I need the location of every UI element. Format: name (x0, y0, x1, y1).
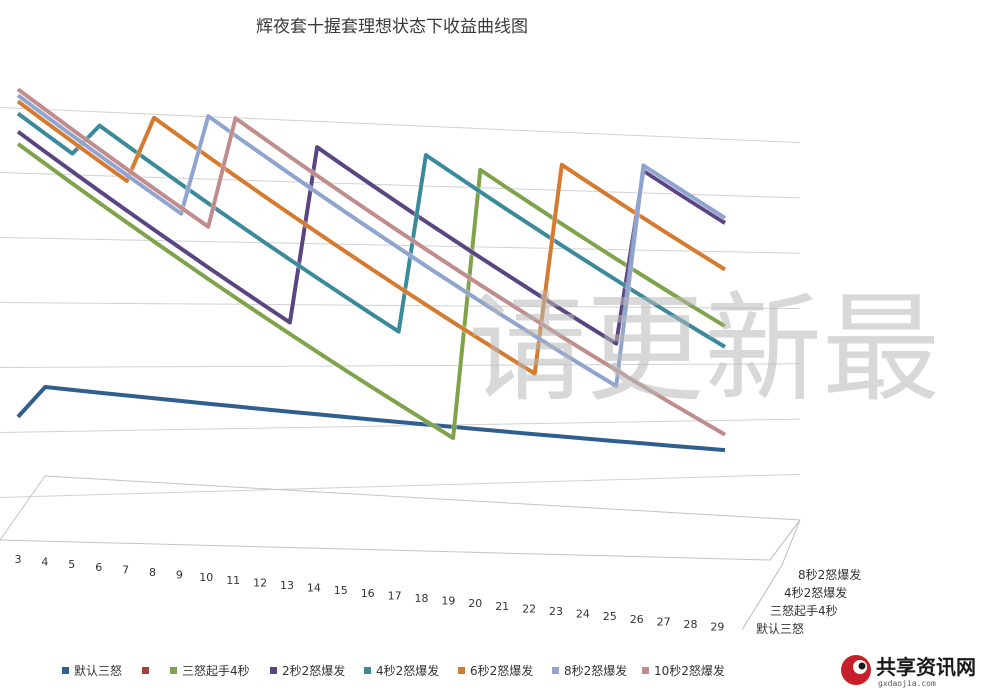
x-tick-label: 17 (388, 589, 402, 602)
gridline (0, 302, 801, 309)
floor-plane (0, 475, 801, 561)
chart-floor (0, 475, 801, 631)
series-line (16, 142, 727, 440)
x-tick-label: 6 (95, 561, 102, 574)
legend-label: 4秒2怒爆发 (376, 663, 439, 678)
site-logo: 共享资讯网 gxdaojia.com (841, 655, 976, 688)
chart-title: 辉夜套十握套理想状态下收益曲线图 (256, 17, 528, 37)
legend-swatch (642, 667, 649, 674)
x-tick-label: 25 (603, 610, 617, 623)
x-tick-label: 19 (441, 595, 455, 608)
legend-label: 10秒2怒爆发 (654, 663, 725, 678)
legend-swatch (458, 667, 465, 674)
logo-icon-dot (858, 662, 866, 670)
x-tick-label: 20 (468, 597, 482, 610)
x-tick-label: 18 (415, 592, 429, 605)
legend-swatch (552, 667, 559, 674)
series-line (16, 87, 727, 437)
x-tick-label: 11 (226, 574, 240, 587)
depth-label: 默认三怒 (756, 621, 804, 636)
x-tick-label: 12 (253, 576, 267, 589)
x-tick-label: 3 (15, 553, 22, 566)
series-line (16, 111, 727, 349)
x-tick-label: 4 (41, 556, 48, 569)
depth-label: 4秒2怒爆发 (784, 585, 847, 600)
legend-label: 默认三怒 (74, 663, 122, 678)
legend-swatch (170, 667, 177, 674)
x-tick-label: 14 (307, 582, 321, 595)
series-line (16, 99, 727, 376)
legend-swatch (364, 667, 371, 674)
legend-label: 6秒2怒爆发 (470, 663, 533, 678)
gridline (0, 473, 801, 498)
gridline (0, 107, 801, 144)
x-tick-labels: 3 4 5 6 7 8 9 10 11 12 13 14 15 16 17 18 19 20 21 22 23 24 25 2… (15, 553, 725, 634)
x-tick-label: 16 (361, 587, 375, 600)
gridline (0, 418, 801, 433)
x-tick-label: 13 (280, 579, 294, 592)
x-tick-label: 23 (549, 605, 563, 618)
logo-sub: gxdaojia.com (878, 679, 936, 688)
x-tick-label: 7 (122, 563, 129, 576)
legend: 默认三怒 三怒起手4秒 2秒2怒爆发 4秒2怒爆发 6秒2怒爆发 8秒2怒爆发 10秒2怒爆… (62, 663, 725, 678)
gridline (0, 363, 801, 368)
x-tick-label: 29 (710, 621, 724, 634)
gridlines (0, 107, 801, 498)
x-tick-label: 26 (630, 613, 644, 626)
x-tick-label: 21 (495, 600, 509, 613)
depth-label: 三怒起手4秒 (770, 603, 838, 618)
x-tick-label: 8 (149, 566, 156, 579)
legend-swatch (142, 667, 149, 674)
series-line (16, 93, 727, 388)
legend-label: 三怒起手4秒 (182, 663, 250, 678)
x-tick-label: 5 (68, 558, 75, 571)
logo-name: 共享资讯网 (876, 655, 976, 679)
x-tick-label: 24 (576, 608, 590, 621)
legend-swatch (62, 667, 69, 674)
x-tick-label: 10 (199, 571, 213, 584)
floor-edge (741, 519, 801, 631)
gridline (0, 172, 801, 199)
depth-label: 8秒2怒爆发 (798, 567, 861, 582)
x-tick-label: 15 (334, 584, 348, 597)
gridline (0, 237, 801, 254)
legend-label: 2秒2怒爆发 (282, 663, 345, 678)
legend-label: 8秒2怒爆发 (564, 663, 627, 678)
series-line (16, 130, 727, 346)
series-lines (15, 86, 727, 454)
x-tick-label: 22 (522, 602, 536, 615)
legend-swatch (270, 667, 277, 674)
series-line (16, 385, 726, 453)
x-tick-label: 9 (176, 569, 183, 582)
x-tick-label: 28 (684, 618, 698, 631)
watermark: 请更新最 (468, 280, 940, 418)
x-tick-label: 27 (657, 615, 671, 628)
